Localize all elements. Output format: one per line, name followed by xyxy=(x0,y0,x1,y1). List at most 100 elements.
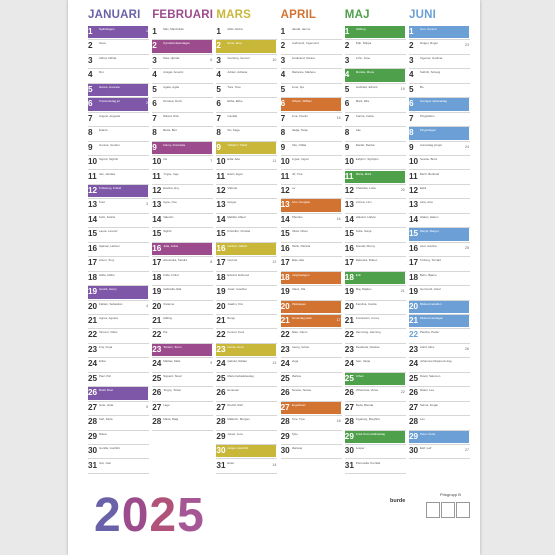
day-row: 17 Rebecka, Ruben xyxy=(344,257,406,272)
day-row: 15 Sigfrid xyxy=(152,228,214,243)
day-row: 10 Ingvar, Ingvor xyxy=(280,156,342,171)
day-row: 31 Petronella, Pernilla xyxy=(344,460,406,474)
day-row: 17 Alexandra, Sandra 8 xyxy=(152,257,214,272)
week-number: 10 xyxy=(272,57,277,62)
name-day: Rikard, Dick xyxy=(163,114,179,118)
week-number: 14 xyxy=(272,462,277,467)
day-row: 12 Charlotta, Lotta 20 xyxy=(344,185,406,200)
name-day: Göte, Göta xyxy=(99,403,114,407)
name-day: Sigvard, Sivert xyxy=(163,374,182,378)
day-number: 5 xyxy=(409,84,414,94)
name-day: Ernst, Erna xyxy=(227,42,242,46)
week-number: 13 xyxy=(272,361,277,366)
day-number: 14 xyxy=(152,214,162,224)
day-number: 1 xyxy=(344,27,350,36)
name-day: Harald, Hervor xyxy=(291,28,311,31)
day-number: 2 xyxy=(280,41,286,51)
day-number: 11 xyxy=(280,171,290,181)
day-number: 13 xyxy=(409,200,419,210)
name-day: Vega xyxy=(291,360,299,364)
day-number: 26 xyxy=(88,388,98,398)
day-number: 10 xyxy=(409,157,419,167)
day-row: 31 Ivar, Joar xyxy=(88,460,149,474)
name-day: Pia xyxy=(163,331,168,335)
day-row: 26 Torgny, Torkel xyxy=(152,387,214,402)
name-day: Gotthard, Erhard xyxy=(355,85,378,89)
name-day: Karl, Karla xyxy=(99,418,113,422)
week-number: 23 xyxy=(465,43,469,48)
day-number: 30 xyxy=(344,446,354,456)
day-row: 25 David, Salomon xyxy=(409,373,470,388)
day-number: 22 xyxy=(344,330,354,340)
name-day: Mattias, Mats xyxy=(163,360,181,364)
day-row: 21 Agnes, Agneta xyxy=(88,315,149,330)
day-number: 21 xyxy=(216,316,226,325)
day-number: 27 xyxy=(409,402,419,412)
holiday-highlight xyxy=(152,343,213,357)
day-row: 8 Nadja, Tanja xyxy=(280,127,342,142)
name-day: Aina, Aino xyxy=(420,201,434,205)
day-number: 14 xyxy=(216,214,226,224)
holiday-highlight xyxy=(344,372,405,386)
name-day: Berta, Bert xyxy=(163,129,178,133)
day-row: 17 Elias, Elis xyxy=(280,257,342,272)
holiday-highlight xyxy=(216,141,277,155)
name-day: Eskil xyxy=(420,186,427,190)
day-row: 19 Germund, Görel xyxy=(409,286,470,301)
day-row: 2 Svea xyxy=(88,40,149,55)
month-header: MAJ xyxy=(344,9,370,21)
day-row: 10 Sigurd, Sigbritt xyxy=(88,156,149,171)
name-day: Edla, Ada xyxy=(227,158,240,162)
day-number: 10 xyxy=(344,157,354,167)
name-day: Peter, Petra xyxy=(420,432,436,436)
name-day: Annandag pingst xyxy=(420,143,442,147)
day-row: 21 Annandag påsk 17 xyxy=(280,315,342,330)
day-row: 13 Aina, Aino xyxy=(409,199,470,214)
day-row: 23 Torsten, Torun xyxy=(152,343,214,359)
name-day: Kristi himmelsfärdsdag xyxy=(355,432,386,436)
day-row: 8 Berta, Bert xyxy=(152,127,214,142)
day-row: 14 Felix, Felicia xyxy=(88,214,149,229)
holiday-highlight xyxy=(409,300,469,313)
day-number: 23 xyxy=(152,344,162,354)
day-number: 20 xyxy=(280,301,290,311)
day-number: 3 xyxy=(409,55,414,65)
name-day: Kristoffer, Christel xyxy=(227,230,251,234)
day-row: 16 Axel, Axelina 25 xyxy=(409,243,470,258)
week-number: 11 xyxy=(272,159,277,164)
holiday-highlight xyxy=(344,271,405,285)
day-row: 14 Halvard, Halvar xyxy=(344,214,406,229)
holiday-highlight xyxy=(409,315,469,328)
day-number: 19 xyxy=(152,287,162,297)
name-day: Annandag påsk xyxy=(291,317,312,320)
name-day: Rakel, Lea xyxy=(420,389,434,393)
ecolabel-icon xyxy=(426,502,440,518)
day-number: 29 xyxy=(409,431,419,441)
day-number: 11 xyxy=(216,171,226,181)
name-day: Håkan, Hakon xyxy=(420,215,439,219)
day-number: 9 xyxy=(152,142,157,152)
name-day: Josef, Josefina xyxy=(227,288,247,292)
day-row: 29 Tyko xyxy=(280,431,342,446)
week-number: 27 xyxy=(465,448,469,453)
day-row: 13 Agne, Ove xyxy=(152,199,214,214)
day-row: 22 Kennet, Kent xyxy=(216,329,278,344)
name-day: Axel, Axelina xyxy=(420,244,437,248)
name-day: Sveriges nationaldag xyxy=(420,100,447,104)
day-number: 24 xyxy=(88,359,98,369)
name-day: Margit, Margot xyxy=(420,230,439,234)
name-day: Ronald, Ronny xyxy=(355,244,375,248)
holiday-highlight xyxy=(216,242,277,256)
name-day: Beda, Blenda xyxy=(355,403,374,407)
day-row: 26 Teresia, Terese xyxy=(280,387,342,402)
day-number: 7 xyxy=(152,113,157,123)
day-row: 31 Ester 14 xyxy=(216,460,278,474)
day-row: 30 Gunilla, Gunhild xyxy=(88,445,149,460)
week-number: 6 xyxy=(210,57,213,62)
name-day: Knut xyxy=(99,201,105,205)
holiday-highlight xyxy=(280,98,341,111)
day-number: 7 xyxy=(88,113,93,123)
day-number: 21 xyxy=(409,316,419,325)
day-number: 14 xyxy=(344,214,354,224)
day-row: 21 Midsommardagen xyxy=(409,315,470,330)
